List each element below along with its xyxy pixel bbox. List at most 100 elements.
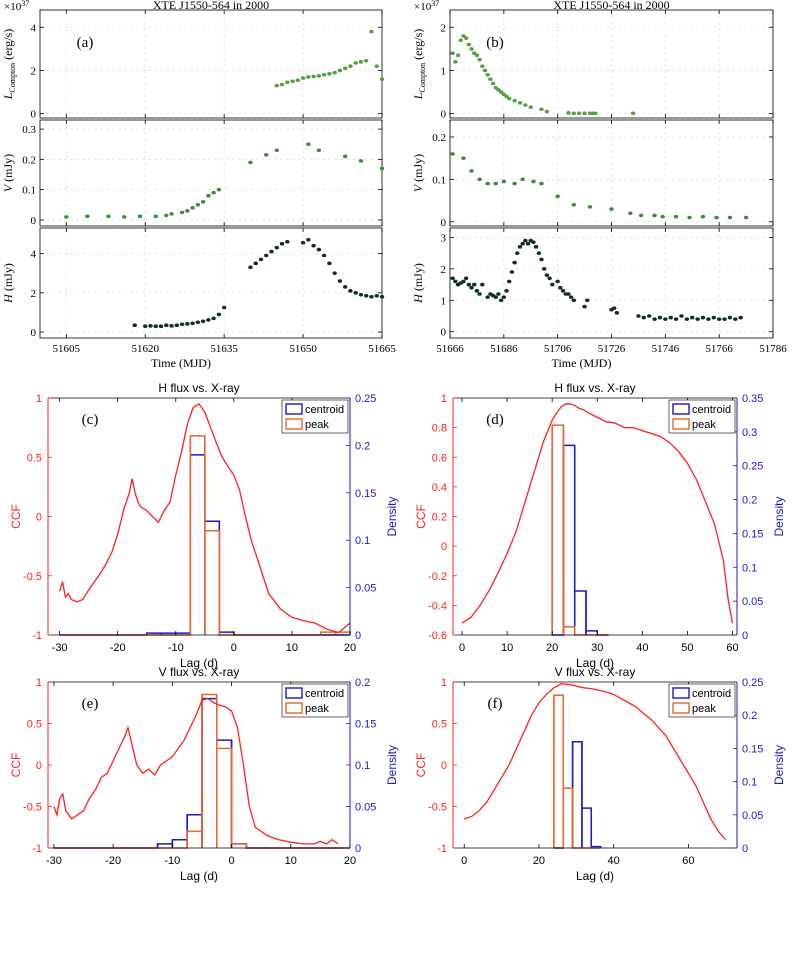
axes-box: [39, 9, 383, 119]
data-point: [342, 66, 348, 71]
y-tick-label: 0: [36, 760, 42, 772]
data-point: [515, 251, 520, 255]
data-point: [711, 315, 716, 320]
data-point: [248, 265, 253, 270]
y-tick-label: 2: [441, 22, 447, 34]
data-point: [568, 295, 574, 299]
y-axis-label: V (mJy): [1, 154, 15, 192]
y2-tick-label: 0.25: [742, 677, 763, 689]
data-point: [539, 107, 544, 112]
data-point: [727, 215, 733, 220]
axes-box: [39, 119, 383, 227]
data-point: [507, 96, 512, 101]
y-tick-label: -0.4: [428, 600, 447, 612]
data-point: [496, 292, 501, 296]
axis-exponent: ×1037: [4, 0, 29, 13]
y-tick-label: 0: [31, 327, 37, 339]
data-point: [342, 285, 348, 289]
y-tick-label: 1: [36, 393, 42, 405]
data-point: [316, 74, 322, 78]
data-point: [706, 317, 711, 321]
x-tick-label: -10: [168, 642, 184, 654]
y-tick-label: -0.5: [428, 802, 447, 814]
data-point: [466, 282, 472, 287]
data-point: [453, 60, 458, 64]
data-point: [636, 314, 641, 318]
data-point: [195, 320, 201, 325]
y-label-symbol: V: [1, 183, 15, 192]
data-point: [482, 68, 488, 73]
panel-title: XTE J1550-564 in 2000: [153, 0, 269, 12]
data-point: [353, 61, 358, 65]
y2-tick-label: 0.1: [355, 760, 370, 772]
y-tick-label: 1: [441, 677, 447, 689]
data-point: [358, 60, 364, 64]
data-point: [306, 75, 311, 79]
data-point: [550, 282, 555, 287]
data-point: [321, 253, 327, 258]
centroid-histogram: [552, 444, 609, 636]
data-point: [455, 53, 461, 58]
x-tick-label: 51686: [490, 343, 518, 355]
data-point: [216, 187, 222, 192]
data-point: [488, 77, 493, 81]
data-point: [485, 73, 490, 77]
data-point: [190, 206, 195, 210]
data-point: [211, 190, 216, 195]
legend: centroid peak: [668, 683, 736, 718]
data-point: [306, 142, 311, 147]
data-point: [477, 292, 482, 296]
y-tick-label: 1: [36, 677, 42, 689]
data-point: [539, 181, 544, 186]
x-tick-label: 0: [229, 855, 235, 867]
data-point: [687, 215, 692, 220]
data-point: [504, 289, 509, 293]
y2-tick-label: 0.2: [742, 495, 757, 507]
data-point: [285, 80, 290, 85]
data-point: [300, 76, 306, 80]
data-point: [274, 148, 279, 153]
data-point: [327, 71, 332, 76]
data-point: [264, 253, 269, 258]
data-point: [733, 317, 738, 321]
y-axis-label: V (mJy): [411, 154, 425, 192]
legend-box: [668, 399, 736, 434]
y-tick-label: 1: [441, 65, 447, 77]
data-point: [332, 271, 337, 275]
subplot-V-b: 0 0.1 0.2 V (mJy): [411, 119, 774, 229]
data-point: [566, 111, 571, 115]
peak-histogram: [551, 424, 609, 636]
data-point: [374, 293, 379, 298]
data-point: [153, 214, 158, 219]
data-point: [164, 213, 169, 218]
data-point: [190, 321, 195, 326]
y-tick-label: -1: [437, 843, 447, 855]
data-point: [300, 240, 306, 245]
y-tick-label: 0: [441, 109, 447, 121]
exponent-value: 37: [431, 0, 439, 8]
legend-label-peak: peak: [692, 703, 716, 715]
data-point: [533, 245, 539, 249]
data-point: [509, 270, 515, 274]
centroid-histogram: [553, 741, 602, 849]
data-point: [321, 73, 327, 77]
data-point: [179, 322, 185, 327]
data-point: [609, 207, 614, 211]
data-point: [248, 160, 253, 165]
x-tick-label: 60: [682, 855, 694, 867]
y-tick-label: 0.4: [432, 482, 447, 494]
data-point: [493, 181, 498, 186]
x-tick-label: 51706: [544, 343, 572, 355]
data-point: [490, 81, 496, 86]
data-point: [501, 92, 507, 97]
data-point: [571, 111, 577, 116]
data-point: [364, 58, 369, 63]
data-point: [496, 88, 501, 92]
subplot-V-a: 0 0.1 0.2 0.3 V (mJy): [1, 119, 385, 227]
data-point: [614, 311, 620, 315]
y-label-unit: (mJy): [1, 154, 15, 185]
data-point: [480, 282, 485, 287]
panel-label: (c): [82, 412, 99, 428]
y-tick-label: -0.5: [23, 571, 42, 583]
